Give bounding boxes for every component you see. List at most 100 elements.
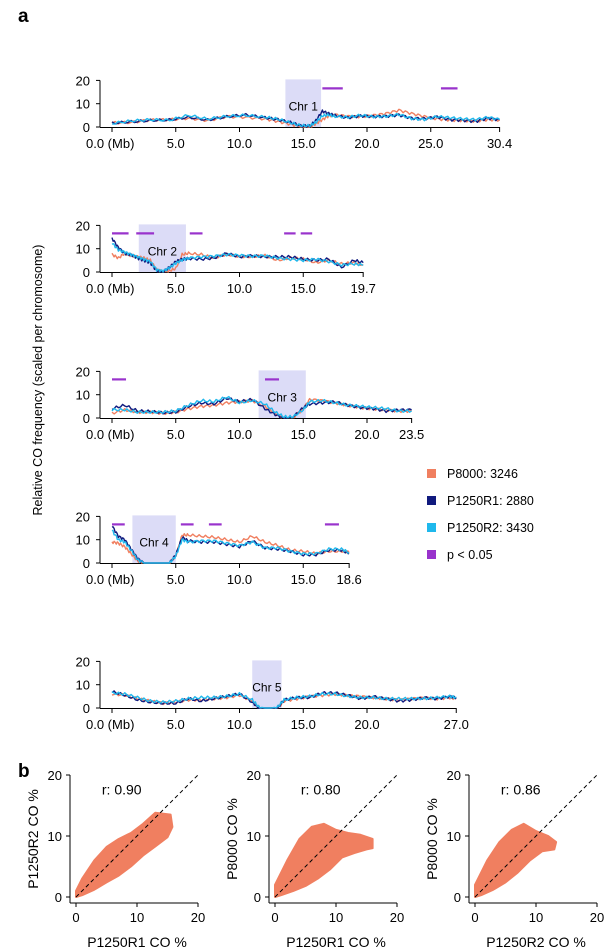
- x-tick-label: 5.0: [167, 427, 185, 442]
- y-axis-label: P8000 CO %: [224, 798, 240, 880]
- centromere-region: [132, 515, 176, 563]
- scatter-cloud: [474, 822, 558, 898]
- y-axis-label: P1250R2 CO %: [25, 789, 41, 889]
- y-tick-label: 10: [447, 829, 461, 844]
- x-tick-label: 20: [390, 910, 404, 925]
- legend-label: p < 0.05: [447, 548, 493, 562]
- y-tick-label: 20: [76, 364, 90, 379]
- centromere-region: [252, 660, 282, 708]
- y-tick-label: 20: [48, 768, 62, 783]
- y-tick-label: 0: [83, 411, 90, 426]
- x-tick-label: 10: [130, 910, 144, 925]
- x-tick-label: 0.0 (Mb): [86, 136, 134, 151]
- scatter-plot: 0 10 20 0 10 20 P1250R1 CO % P1250R2 CO % r: 0.9…: [25, 768, 205, 950]
- y-tick-label: 10: [76, 388, 90, 403]
- y-tick-label: 0: [254, 890, 261, 905]
- x-tick-label: 0: [271, 910, 278, 925]
- chromosome-label: Chr 3: [268, 390, 298, 404]
- charts: Chr 1 0 10 20 0.0 (Mb) 5.0 10.0 15.0 20.0 25.0 30.…: [25, 73, 604, 950]
- identity-line: [75, 774, 199, 898]
- x-tick-label: 0.0 (Mb): [86, 281, 134, 296]
- chromosome-plot: Chr 3 0 10 20 0.0 (Mb) 5.0 10.0 15.0 20.0 23.5: [76, 364, 425, 442]
- x-tick-label: 20: [191, 910, 205, 925]
- x-tick-label: 20.0: [354, 717, 379, 732]
- x-tick-label: 20.0: [354, 136, 379, 151]
- legend-item: p < 0.05: [427, 548, 493, 562]
- legend-item: P1250R1: 2880: [427, 494, 534, 508]
- legend: P8000: 3246 P1250R1: 2880 P1250R2: 3430 …: [427, 467, 534, 562]
- series-line: [111, 529, 350, 564]
- chromosome-label: Chr 1: [289, 99, 319, 113]
- x-tick-label: 0.0 (Mb): [86, 427, 134, 442]
- scatter-cloud: [274, 822, 374, 898]
- series-line: [111, 691, 457, 709]
- y-axis-label: Relative CO frequency (scaled per chromo…: [31, 245, 45, 516]
- correlation-label: r: 0.90: [102, 782, 142, 798]
- y-tick-label: 20: [247, 768, 261, 783]
- x-tick-label: 20: [590, 910, 604, 925]
- x-tick-label: 10.0: [227, 136, 252, 151]
- x-tick-label: 0: [72, 910, 79, 925]
- legend-label: P1250R1: 2880: [447, 494, 534, 508]
- y-tick-label: 10: [48, 829, 62, 844]
- x-tick-label: 10.0: [227, 281, 252, 296]
- x-tick-label: 15.0: [291, 717, 316, 732]
- y-tick-label: 20: [447, 768, 461, 783]
- legend-swatch: [427, 550, 436, 559]
- legend-swatch: [427, 523, 436, 532]
- y-tick-label: 0: [83, 265, 90, 280]
- y-tick-label: 10: [247, 829, 261, 844]
- x-tick-label: 10.0: [227, 717, 252, 732]
- scatter-cloud: [75, 811, 174, 898]
- y-tick-label: 10: [76, 533, 90, 548]
- y-tick-label: 20: [76, 73, 90, 88]
- panel-a-label: a: [18, 6, 29, 27]
- y-tick-label: 20: [76, 509, 90, 524]
- series-line: [111, 395, 412, 419]
- x-axis-label: P1250R1 CO %: [87, 934, 187, 950]
- x-axis-label: P1250R1 CO %: [286, 934, 386, 950]
- y-axis-label: P8000 CO %: [424, 798, 440, 880]
- x-tick-label: 27.0: [444, 717, 469, 732]
- x-tick-label: 5.0: [167, 136, 185, 151]
- y-tick-label: 20: [76, 218, 90, 233]
- y-tick-label: 0: [83, 556, 90, 571]
- y-tick-label: 10: [76, 97, 90, 112]
- legend-swatch: [427, 469, 436, 478]
- identity-line: [274, 774, 398, 898]
- x-tick-label: 15.0: [291, 281, 316, 296]
- legend-label: P8000: 3246: [447, 467, 518, 481]
- x-tick-label: 5.0: [167, 281, 185, 296]
- identity-line: [474, 774, 598, 898]
- legend-item: P8000: 3246: [427, 467, 518, 481]
- chromosome-plot: Chr 4 0 10 20 0.0 (Mb) 5.0 10.0 15.0 18.6: [76, 509, 362, 587]
- y-tick-label: 0: [55, 890, 62, 905]
- chromosome-plot: Chr 2 0 10 20 0.0 (Mb) 5.0 10.0 15.0 19.7: [76, 218, 376, 296]
- chromosome-label: Chr 5: [252, 680, 282, 694]
- series-line: [111, 109, 500, 128]
- series-line: [111, 242, 364, 273]
- scatter-plot: 0 10 20 0 10 20 P1250R2 CO % P8000 CO % r: 0.86: [424, 768, 604, 950]
- y-tick-label: 10: [76, 678, 90, 693]
- x-tick-label: 15.0: [291, 572, 316, 587]
- y-tick-label: 0: [83, 120, 90, 135]
- x-tick-label: 15.0: [291, 427, 316, 442]
- x-tick-label: 10.0: [227, 572, 252, 587]
- y-tick-label: 20: [76, 654, 90, 669]
- x-tick-label: 5.0: [167, 717, 185, 732]
- series-line: [111, 533, 350, 564]
- correlation-label: r: 0.86: [501, 782, 541, 798]
- chromosome-label: Chr 2: [148, 244, 178, 258]
- legend-swatch: [427, 496, 436, 505]
- legend-label: P1250R2: 3430: [447, 521, 534, 535]
- x-tick-label: 15.0: [291, 136, 316, 151]
- correlation-label: r: 0.80: [301, 782, 341, 798]
- chromosome-label: Chr 4: [139, 535, 169, 549]
- x-tick-label: 25.0: [418, 136, 443, 151]
- x-tick-label: 0.0 (Mb): [86, 572, 134, 587]
- centromere-region: [285, 79, 322, 127]
- x-tick-label: 0.0 (Mb): [86, 717, 134, 732]
- series-line: [111, 112, 501, 128]
- x-tick-label: 23.5: [399, 427, 424, 442]
